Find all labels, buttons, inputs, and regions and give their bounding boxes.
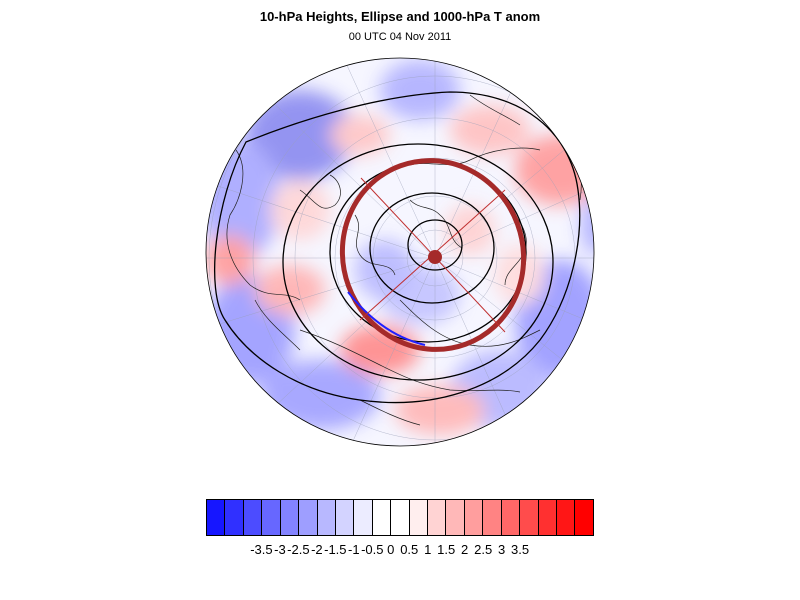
- colorbar-box: [538, 500, 558, 535]
- colorbar-box: [391, 500, 410, 535]
- polar-map: [205, 57, 595, 447]
- colorbar-labels: -3.5 -3 -2.5 -2 -1.5 -1 -0.5 0 0.5 1 1.5 2 2.5 3 3.5: [206, 542, 594, 560]
- colorbar-tick-label: 0: [387, 542, 395, 557]
- colorbar: [206, 499, 594, 536]
- colorbar-box: [317, 500, 336, 535]
- colorbar-tick-label: 3.5: [511, 542, 530, 557]
- chart-title: 10-hPa Heights, Ellipse and 1000-hPa T a…: [259, 9, 541, 24]
- colorbar-box: [354, 500, 373, 535]
- colorbar-box: [262, 500, 281, 535]
- colorbar-box: [483, 500, 502, 535]
- colorbar-box: [575, 500, 593, 535]
- colorbar-tick-label: -2: [311, 542, 323, 557]
- colorbar-box: [501, 500, 521, 535]
- colorbar-box: [464, 500, 484, 535]
- globe-border: [205, 57, 595, 447]
- colorbar-tick-label: -0.5: [361, 542, 384, 557]
- colorbar-tick-label: -1.5: [324, 542, 347, 557]
- colorbar-tick-label: 2.5: [474, 542, 493, 557]
- colorbar-tick-label: 1.5: [437, 542, 456, 557]
- colorbar-tick-label: -2.5: [287, 542, 310, 557]
- colorbar-box: [225, 500, 244, 535]
- colorbar-tick-label: -3: [274, 542, 286, 557]
- colorbar-box: [446, 500, 465, 535]
- colorbar-box: [280, 500, 300, 535]
- colorbar-tick-label: -1: [348, 542, 360, 557]
- colorbar-box: [335, 500, 355, 535]
- colorbar-tick-label: -3.5: [250, 542, 273, 557]
- colorbar-box: [299, 500, 318, 535]
- colorbar-box: [207, 500, 226, 535]
- colorbar-tick-label: 1: [424, 542, 432, 557]
- chart-subtitle: 00 UTC 04 Nov 2011: [348, 31, 452, 43]
- colorbar-box: [520, 500, 539, 535]
- colorbar-box: [372, 500, 392, 535]
- colorbar-box: [409, 500, 429, 535]
- temperature-anomaly-field: [206, 58, 594, 446]
- height-contours: [213, 91, 581, 404]
- graticule: [206, 58, 594, 446]
- colorbar-tick-label: 0.5: [400, 542, 419, 557]
- colorbar-box: [557, 500, 576, 535]
- colorbar-tick-label: 2: [461, 542, 469, 557]
- colorbar-box: [428, 500, 447, 535]
- colorbar-box: [243, 500, 263, 535]
- colorbar-tick-label: 3: [497, 542, 506, 557]
- vortex-ellipse: [339, 158, 527, 352]
